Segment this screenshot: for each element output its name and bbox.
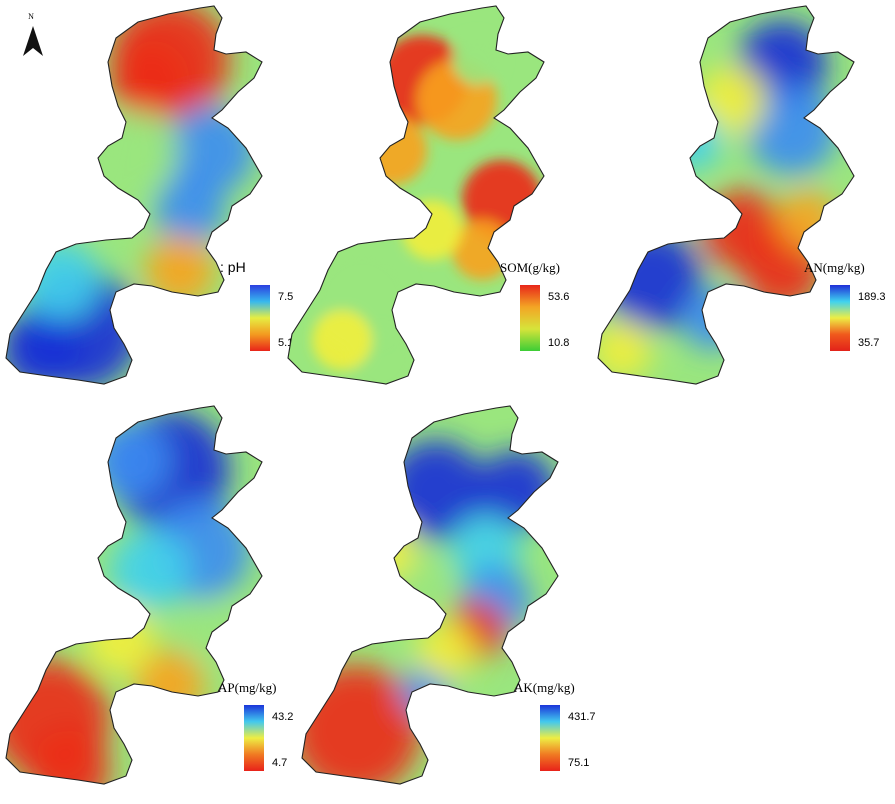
legend-an: AN(mg/kg) 189.3 35.7 [804,260,886,351]
legend-min-ap: 4.7 [272,757,287,769]
legend-colorbar-ph [250,285,270,351]
legend-ak: AK(mg/kg) 431.7 75.1 [514,680,596,771]
legend-min-ak: 75.1 [568,757,589,769]
legend-max-ap: 43.2 [272,711,293,723]
legend-colorbar-an [830,285,850,351]
legend-colorbar-ap [244,705,264,771]
legend-ph: : pH7.55.1 [220,259,293,351]
legend-min-som: 10.8 [548,337,569,349]
legend-min-an: 35.7 [858,337,879,349]
legend-colorbar-som [520,285,540,351]
legend-title-ph: : pH [220,259,246,275]
legend-title-an: AN(mg/kg) [804,260,865,275]
legend-colorbar-ak [540,705,560,771]
legend-title-ap: AP(mg/kg) [218,680,277,695]
legend-title-ak: AK(mg/kg) [514,680,575,695]
legend-ap: AP(mg/kg) 43.2 4.7 [218,680,293,771]
map-panel-ph [5,5,263,385]
north-arrow: N [23,12,43,56]
legend-max-ph: 7.5 [278,291,293,303]
legend-title-som: SOM(g/kg) [500,260,560,275]
legend-som: SOM(g/kg) 53.6 10.8 [500,260,569,351]
legend-max-an: 189.3 [858,291,886,303]
map-panel-ap [5,405,263,785]
north-arrow-icon [23,26,43,56]
north-arrow-label: N [28,12,34,21]
legend-max-som: 53.6 [548,291,569,303]
legend-max-ak: 431.7 [568,711,596,723]
map-surface-ph [6,6,262,384]
map-panel-ak [301,405,559,785]
